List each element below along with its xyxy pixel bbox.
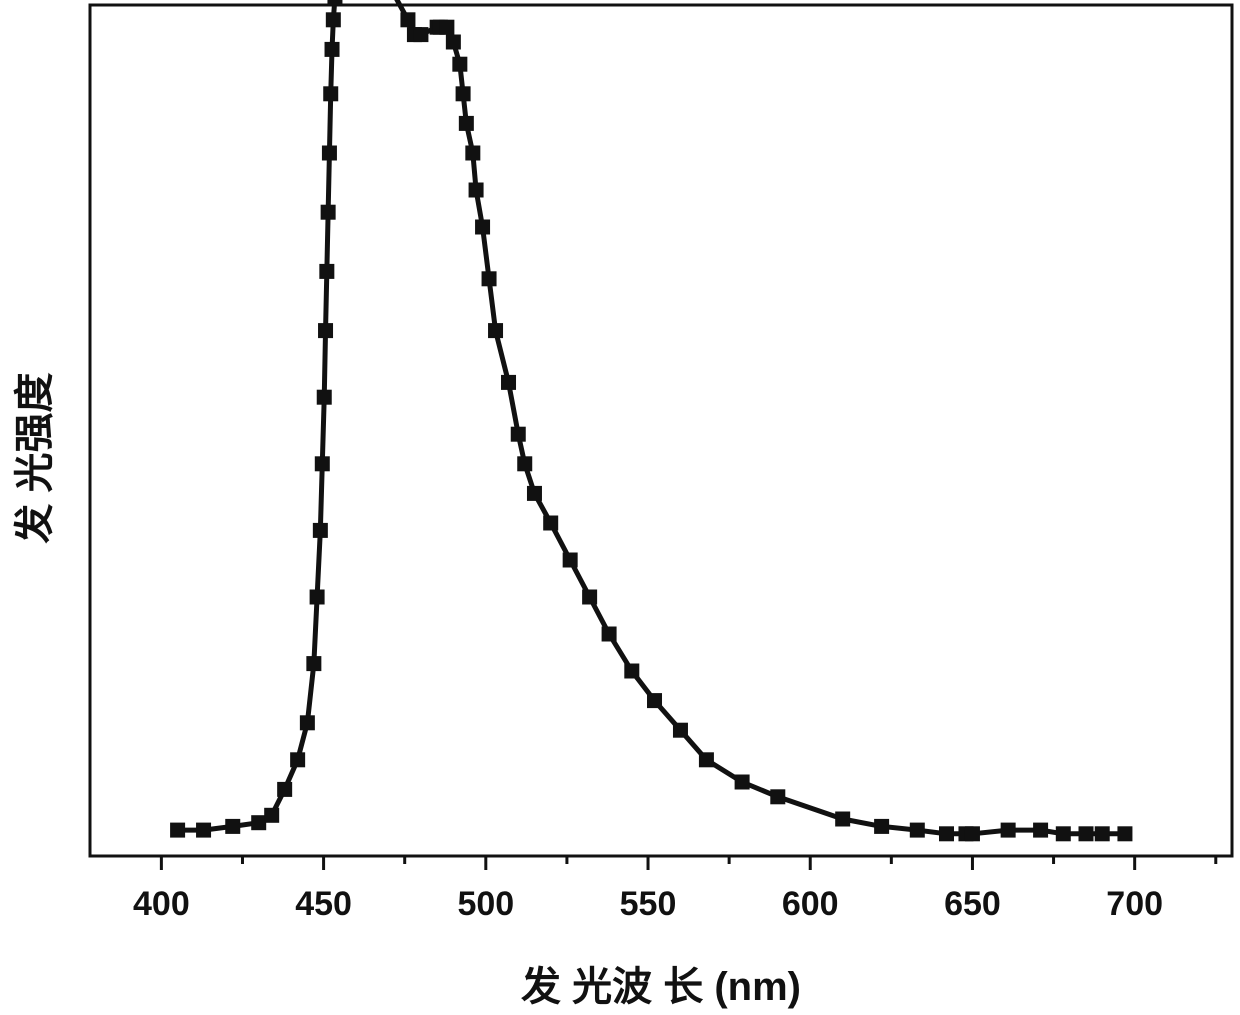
data-point-marker bbox=[319, 264, 334, 279]
data-point-marker bbox=[456, 86, 471, 101]
x-axis-title: 发 光波 长 (nm) bbox=[521, 965, 801, 1009]
data-point-marker bbox=[1001, 823, 1016, 838]
data-point-marker bbox=[264, 808, 279, 823]
x-tick-label: 400 bbox=[133, 885, 190, 923]
data-point-marker bbox=[306, 656, 321, 671]
data-point-marker bbox=[452, 57, 467, 72]
data-point-marker bbox=[290, 752, 305, 767]
data-point-marker bbox=[1117, 826, 1132, 841]
data-point-marker bbox=[770, 789, 785, 804]
x-tick-label: 650 bbox=[944, 885, 1001, 923]
data-point-marker bbox=[439, 20, 454, 35]
series-line bbox=[178, 0, 1125, 834]
data-point-marker bbox=[321, 205, 336, 220]
data-point-marker bbox=[323, 86, 338, 101]
data-point-marker bbox=[1033, 823, 1048, 838]
data-point-marker bbox=[835, 812, 850, 827]
x-tick-label: 550 bbox=[620, 885, 677, 923]
data-point-marker bbox=[624, 664, 639, 679]
data-point-marker bbox=[939, 826, 954, 841]
data-point-marker bbox=[910, 823, 925, 838]
data-point-marker bbox=[1079, 826, 1094, 841]
x-axis-ticks bbox=[161, 856, 1215, 870]
data-point-marker bbox=[475, 220, 490, 235]
data-point-marker bbox=[277, 782, 292, 797]
data-point-marker bbox=[699, 752, 714, 767]
data-point-marker bbox=[459, 116, 474, 131]
data-point-marker bbox=[310, 590, 325, 605]
data-point-marker bbox=[327, 0, 342, 5]
data-point-marker bbox=[488, 323, 503, 338]
data-point-marker bbox=[563, 553, 578, 568]
data-point-marker bbox=[318, 323, 333, 338]
y-axis-title: 发 光强度 bbox=[13, 372, 57, 543]
data-point-marker bbox=[322, 146, 337, 161]
data-point-marker bbox=[326, 12, 341, 27]
x-tick-label: 500 bbox=[457, 885, 514, 923]
data-point-marker bbox=[225, 819, 240, 834]
data-point-marker bbox=[647, 693, 662, 708]
data-point-marker bbox=[413, 27, 428, 42]
data-point-marker bbox=[543, 516, 558, 531]
data-point-marker bbox=[602, 627, 617, 642]
series-layer bbox=[170, 0, 1132, 841]
data-point-marker bbox=[1056, 826, 1071, 841]
data-point-marker bbox=[527, 486, 542, 501]
plot-frame bbox=[90, 5, 1232, 856]
x-tick-label: 450 bbox=[295, 885, 352, 923]
data-point-marker bbox=[170, 823, 185, 838]
data-point-marker bbox=[446, 35, 461, 50]
data-point-marker bbox=[511, 427, 526, 442]
data-point-marker bbox=[251, 815, 266, 830]
data-point-marker bbox=[465, 146, 480, 161]
x-axis-tick-labels: 400 450 500 550 600 650 700 bbox=[133, 885, 1163, 923]
data-point-marker bbox=[874, 819, 889, 834]
data-point-marker bbox=[196, 823, 211, 838]
data-point-marker bbox=[313, 523, 328, 538]
data-point-marker bbox=[735, 775, 750, 790]
data-point-marker bbox=[315, 456, 330, 471]
data-point-marker bbox=[400, 12, 415, 27]
data-point-marker bbox=[965, 826, 980, 841]
data-point-marker bbox=[469, 183, 484, 198]
data-point-marker bbox=[517, 456, 532, 471]
data-point-marker bbox=[1095, 826, 1110, 841]
data-point-marker bbox=[325, 42, 340, 57]
x-tick-label: 700 bbox=[1106, 885, 1163, 923]
data-point-marker bbox=[317, 390, 332, 405]
data-point-marker bbox=[482, 271, 497, 286]
data-point-marker bbox=[673, 723, 688, 738]
data-point-marker bbox=[300, 715, 315, 730]
data-point-marker bbox=[582, 590, 597, 605]
x-tick-label: 600 bbox=[782, 885, 839, 923]
data-point-marker bbox=[501, 375, 516, 390]
